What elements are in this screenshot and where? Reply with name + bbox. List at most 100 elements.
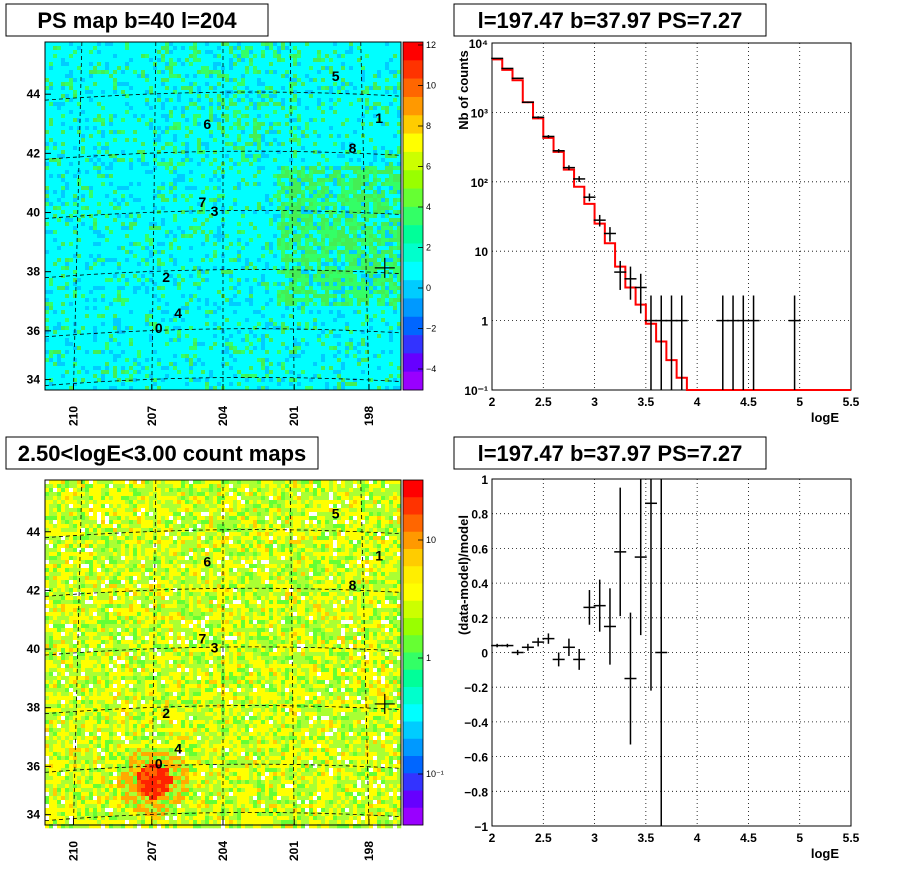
lon-gridline xyxy=(289,479,295,826)
lon-gridline xyxy=(360,479,370,826)
residual-y-tick: −0.8 xyxy=(464,785,488,799)
residual-data-point xyxy=(593,579,606,632)
map1-colorbar-swatch xyxy=(403,371,423,391)
residual-data-point xyxy=(521,643,534,651)
x-tick-label: 210 xyxy=(66,841,80,861)
spectrum-data-point xyxy=(542,135,555,138)
map2-title-box xyxy=(5,436,319,470)
x-tick-label: 198 xyxy=(362,406,376,426)
map2-colorbar-swatch xyxy=(403,635,423,653)
spectrum-data-point xyxy=(501,67,514,70)
x-tick-label: 204 xyxy=(216,406,230,426)
y-tick-label: 42 xyxy=(27,146,41,160)
spectrum-y-tick: 10⁴ xyxy=(469,37,488,51)
residual-x-tick: 2 xyxy=(489,831,496,845)
residual-x-tick: 4.5 xyxy=(740,831,757,845)
map1-colorbar-tick-label: 8 xyxy=(426,121,431,131)
residual-y-tick: 0.4 xyxy=(471,577,488,591)
residual-y-tick: −0.2 xyxy=(464,681,488,695)
map1-colorbar-swatch xyxy=(403,298,423,318)
map2-colorbar-swatch xyxy=(403,531,423,550)
residual-x-tick: 3.5 xyxy=(638,831,655,845)
residual-x-tick: 5.5 xyxy=(843,831,860,845)
spectrum-data-point xyxy=(552,149,565,153)
map1-colorbar-swatch xyxy=(403,78,423,98)
residual-y-tick: 0.8 xyxy=(471,508,488,522)
y-tick-label: 40 xyxy=(27,642,41,656)
spectrum-data-point xyxy=(665,295,678,390)
map2-colorbar-swatch xyxy=(403,790,423,809)
map2-colorbar-tick-label: 10 xyxy=(426,535,436,545)
map1-colorbar-swatch xyxy=(403,188,423,208)
source-label-0: 0 xyxy=(155,320,163,336)
source-label-4: 4 xyxy=(174,741,182,757)
residual-data-point xyxy=(614,487,627,617)
lat-gridline xyxy=(44,763,402,773)
residual-data-point xyxy=(532,637,545,647)
map1-colorbar-tick-label: −4 xyxy=(426,364,436,374)
spectrum-ylabel: Nb of counts xyxy=(456,50,471,129)
spectrum-title: l=197.47 b=37.97 PS=7.27 xyxy=(478,8,743,33)
spectrum-title-box xyxy=(453,3,767,37)
map1-colorbar-frame xyxy=(402,41,424,391)
spectrum-data-point xyxy=(521,101,534,104)
spectrum-data-point xyxy=(562,165,575,171)
spectrum-data-point xyxy=(675,295,688,390)
spectrum-data-point xyxy=(511,77,524,80)
map1-colorbar-swatch xyxy=(403,243,423,263)
source-label-5: 5 xyxy=(332,68,340,84)
x-tick-label: 210 xyxy=(66,406,80,426)
map1-colorbar-swatch xyxy=(403,133,423,153)
heatmap-panel-1 xyxy=(45,480,402,829)
source-label-6: 6 xyxy=(203,116,211,132)
spectrum-x-tick: 3.5 xyxy=(638,395,655,409)
residual-ylabel: (data-model)/model xyxy=(456,515,471,635)
spectrum-data-point xyxy=(716,295,729,390)
spectrum-data-point xyxy=(727,295,740,390)
map2-colorbar-swatch xyxy=(403,566,423,584)
residual-y-tick: 0.6 xyxy=(471,542,488,556)
residual-data-point xyxy=(562,638,575,656)
residual-x-tick: 5 xyxy=(796,831,803,845)
residual-data-point xyxy=(552,652,565,667)
spectrum-y-tick: 1 xyxy=(481,315,488,329)
lon-gridline xyxy=(73,479,83,826)
map1-colorbar-swatch xyxy=(403,115,423,134)
residual-y-tick: 1 xyxy=(481,473,488,487)
residual-x-tick: 3 xyxy=(591,831,598,845)
map1-colorbar-swatch xyxy=(403,316,423,336)
map1-colorbar-tick-label: 4 xyxy=(426,202,431,212)
spectrum-y-tick: 10² xyxy=(471,176,488,190)
map2-colorbar-swatch xyxy=(403,721,423,740)
residual-data-point xyxy=(634,479,647,636)
residual-y-tick: −0.6 xyxy=(464,751,488,765)
source-label-3: 3 xyxy=(211,640,219,656)
lat-gridline xyxy=(44,328,402,338)
y-tick-label: 34 xyxy=(27,373,41,387)
spectrum-data-point xyxy=(603,227,616,242)
x-tick-label: 201 xyxy=(287,406,301,426)
map1-colorbar-swatch xyxy=(403,225,423,244)
residual-y-tick: 0 xyxy=(481,647,488,661)
residual-data-point xyxy=(573,649,586,670)
y-tick-label: 40 xyxy=(27,206,41,220)
y-tick-label: 44 xyxy=(27,525,41,539)
spectrum-y-tick: 10 xyxy=(475,245,489,259)
x-tick-label: 207 xyxy=(145,841,159,861)
spectrum-data-point xyxy=(634,273,647,314)
residual-data-point xyxy=(511,649,524,656)
residual-y-tick: 0.2 xyxy=(471,612,488,626)
map1-colorbar-tick-label: −2 xyxy=(426,324,436,334)
spectrum-data-point xyxy=(644,295,657,390)
source-label-2: 2 xyxy=(162,705,170,721)
map2-colorbar-swatch xyxy=(403,514,423,533)
residual-x-tick: 4 xyxy=(694,831,701,845)
source-label-2: 2 xyxy=(162,269,170,285)
residual-data-point xyxy=(501,643,514,648)
map2-colorbar-swatch xyxy=(403,807,423,826)
heatmap-panel-0 xyxy=(45,42,402,391)
spectrum-data-point xyxy=(532,116,545,119)
map2-colorbar-swatch xyxy=(403,549,423,567)
residual-data-point xyxy=(542,633,555,644)
spectrum-data-point xyxy=(624,266,637,300)
